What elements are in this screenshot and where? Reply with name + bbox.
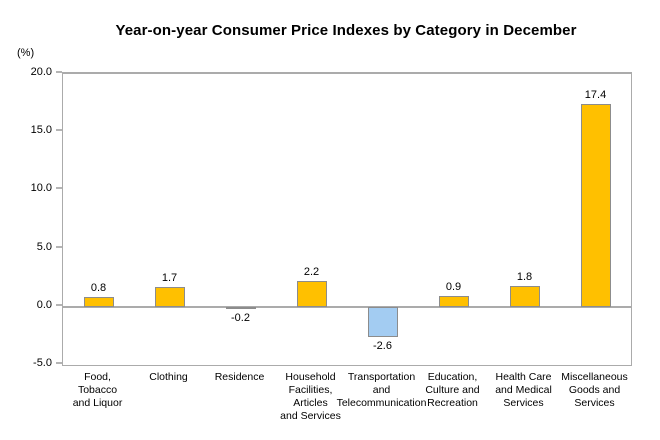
y-tick-label: 0.0 <box>36 298 52 311</box>
category-label-line: and Liquor <box>72 397 123 409</box>
category-label-line: Tobacco <box>77 384 118 396</box>
bar-value-label: 0.9 <box>445 281 462 294</box>
bar-value-label: -0.2 <box>231 312 250 325</box>
category-label-line: Services <box>574 397 615 409</box>
y-axis-unit-label: (%) <box>17 47 35 59</box>
category-label: Education, Culture and Recreation <box>417 371 488 410</box>
bar-value-label: 2.2 <box>303 266 320 279</box>
bar <box>296 281 327 307</box>
category-label: Clothing <box>133 371 204 384</box>
category-label: Transportation and Telecommunication <box>337 371 427 410</box>
category-label-line: Residence <box>214 371 265 383</box>
category-label: Food, Tobacco and Liquor <box>62 371 133 410</box>
category-label-line: Culture and <box>425 384 480 396</box>
bar <box>509 285 540 307</box>
bar <box>438 296 469 307</box>
category-label-line: Articles <box>293 397 328 409</box>
y-tick-mark <box>56 362 62 364</box>
category-label-line: Clothing <box>149 371 188 383</box>
category-label-line: and Services <box>280 410 341 422</box>
category-label-line: Health Care <box>495 371 552 383</box>
category-label-line: and <box>372 384 391 396</box>
y-tick-mark <box>56 129 62 132</box>
category-label-line: Goods and <box>568 384 621 396</box>
category-label: Miscellaneous Goods and Services <box>559 371 630 410</box>
y-tick-label: -5.0 <box>33 357 52 369</box>
bar <box>580 104 611 307</box>
y-tick-label: 20.0 <box>30 66 52 78</box>
category-label-line: Transportation <box>347 371 416 383</box>
category-label: Household Facilities, Articles and Services <box>275 371 346 423</box>
bar <box>83 297 114 307</box>
category-label: Residence <box>204 371 275 384</box>
category-label: Health Care and Medical Services <box>488 371 559 410</box>
bar-value-label: 0.8 <box>90 282 107 295</box>
category-label-line: Telecommunication <box>336 397 427 409</box>
plot-area: 0.8 1.7 -0.2 2.2 -2.6 0.9 1.8 17.4 <box>62 72 632 366</box>
category-label-line: Food, <box>84 371 111 383</box>
y-tick-label: 5.0 <box>36 240 52 253</box>
category-label-line: Miscellaneous <box>561 371 628 383</box>
y-tick-mark <box>56 245 62 248</box>
category-label-line: Education, <box>427 371 478 383</box>
category-label-line: Household <box>285 371 336 383</box>
y-tick-mark <box>56 303 62 306</box>
zero-line <box>63 305 631 308</box>
bar <box>154 287 185 307</box>
bar <box>225 306 256 310</box>
bar-value-label: 1.8 <box>516 270 533 283</box>
chart-title: Year-on-year Consumer Price Indexes by C… <box>115 22 577 39</box>
bar-value-label: 17.4 <box>584 89 607 102</box>
bar-value-label: 1.7 <box>161 272 178 284</box>
y-tick-mark <box>56 187 62 190</box>
bar-value-label: -2.6 <box>373 340 392 353</box>
category-label-line: and Medical <box>495 384 552 396</box>
category-label-line: Recreation <box>427 397 478 409</box>
category-label-line: Services <box>503 397 544 409</box>
y-tick-label: 15.0 <box>30 124 52 137</box>
category-label-line: Facilities, <box>288 384 333 396</box>
y-tick-label: 10.0 <box>30 182 52 195</box>
y-tick-mark <box>56 71 62 73</box>
bar <box>367 306 398 338</box>
